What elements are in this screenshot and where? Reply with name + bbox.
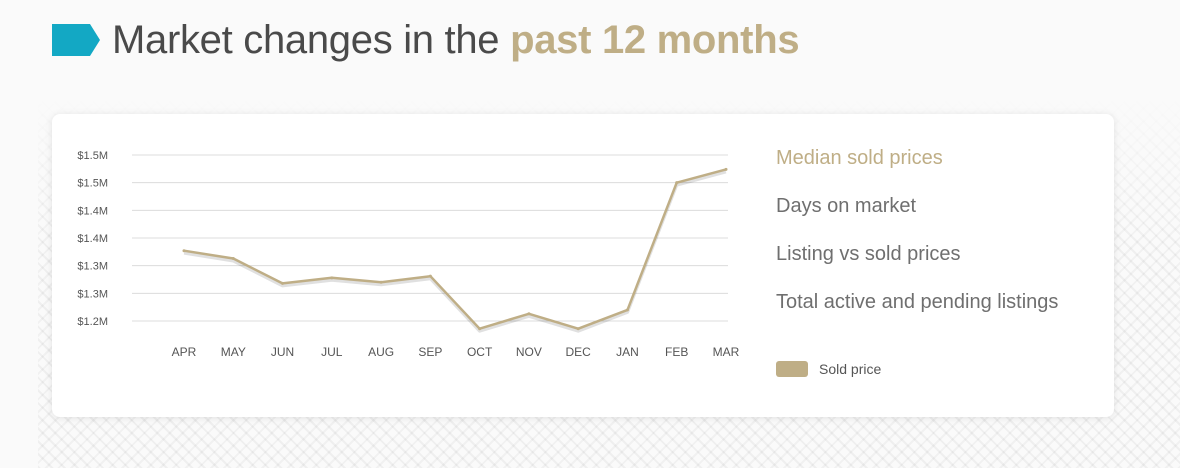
data-point <box>625 308 629 312</box>
legend-swatch <box>776 361 808 377</box>
tag-icon <box>52 24 100 56</box>
page-header: Market changes in the past 12 months <box>52 14 800 66</box>
x-tick-label: JUN <box>271 345 294 359</box>
y-tick-label: $1.5M <box>77 150 108 162</box>
metric-item-listing-vs-sold-prices[interactable]: Listing vs sold prices <box>776 243 961 265</box>
x-tick-label: MAY <box>221 345 246 359</box>
legend-label: Sold price <box>819 361 882 377</box>
x-tick-label: FEB <box>665 345 688 359</box>
data-point <box>428 274 432 278</box>
x-tick-label: OCT <box>467 345 493 359</box>
page-title-prefix: Market changes in the <box>112 17 511 62</box>
metric-item-median-sold-prices[interactable]: Median sold prices <box>776 147 943 169</box>
page-title-highlight: past 12 months <box>510 17 800 62</box>
line-chart: $1.5M $1.5M $1.4M $1.4M $1.3M $1.3M $1.2M APR MA… <box>77 150 740 359</box>
y-tick-label: $1.2M <box>77 316 108 328</box>
data-point <box>231 256 235 260</box>
data-point <box>675 181 679 185</box>
series-line-sold-price <box>182 168 728 330</box>
chart-legend: Sold price <box>776 361 881 377</box>
data-point <box>379 280 383 284</box>
series-line-shadow <box>183 170 727 333</box>
metric-list: Median sold prices Days on market Listing … <box>776 142 1058 334</box>
x-tick-label: JAN <box>616 345 639 359</box>
x-tick-label: AUG <box>368 345 394 359</box>
page-title: Market changes in the past 12 months <box>112 17 800 63</box>
data-point <box>281 281 285 285</box>
chart-card: $1.5M $1.5M $1.4M $1.4M $1.3M $1.3M $1.2M APR MA… <box>52 114 1114 417</box>
data-point <box>330 276 334 280</box>
x-tick-label: APR <box>172 345 197 359</box>
data-point <box>576 327 580 331</box>
y-tick-label: $1.4M <box>77 233 108 245</box>
data-point <box>478 327 482 331</box>
data-point <box>724 167 728 171</box>
metric-item-days-on-market[interactable]: Days on market <box>776 195 917 217</box>
y-tick-label: $1.4M <box>77 205 108 217</box>
x-tick-label: SEP <box>418 345 442 359</box>
x-tick-label: DEC <box>566 345 592 359</box>
y-tick-label: $1.5M <box>77 178 108 190</box>
y-tick-label: $1.3M <box>77 261 108 273</box>
x-tick-label: MAR <box>713 345 740 359</box>
data-point <box>527 312 531 316</box>
y-tick-label: $1.3M <box>77 288 108 300</box>
data-point <box>182 249 186 253</box>
x-tick-label: JUL <box>321 345 343 359</box>
x-tick-label: NOV <box>516 345 542 359</box>
metric-item-total-active-and-pending-listings[interactable]: Total active and pending listings <box>776 291 1059 313</box>
